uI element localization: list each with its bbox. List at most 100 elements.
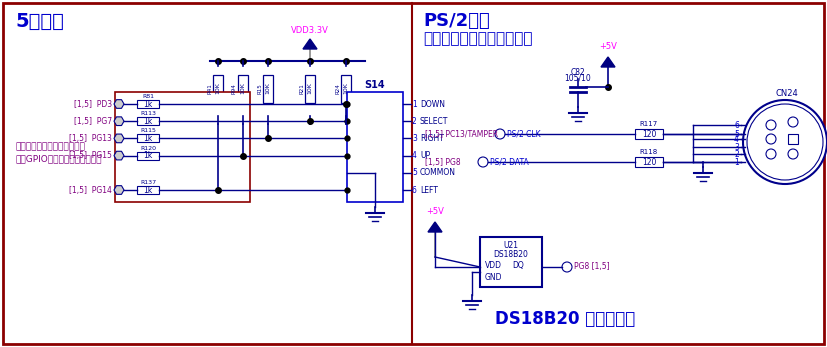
Text: R21: R21 <box>299 83 304 94</box>
Circle shape <box>766 149 776 159</box>
Circle shape <box>788 117 798 127</box>
Text: GND: GND <box>485 273 503 282</box>
Text: 6: 6 <box>734 120 739 129</box>
Bar <box>137 100 159 108</box>
Circle shape <box>478 157 488 167</box>
Text: DS18B20: DS18B20 <box>494 250 528 259</box>
Bar <box>347 92 403 202</box>
Text: 1: 1 <box>734 158 739 167</box>
Circle shape <box>747 104 823 180</box>
Text: U21: U21 <box>504 241 519 250</box>
Text: 10K: 10K <box>241 83 246 94</box>
Text: [1,5]  PG14: [1,5] PG14 <box>69 186 112 195</box>
Text: S14: S14 <box>365 80 385 90</box>
Text: [1,5]  PG15: [1,5] PG15 <box>69 151 112 160</box>
Text: R118: R118 <box>640 149 658 155</box>
Text: 1: 1 <box>412 100 417 109</box>
Text: 保护电阻也起到按键隔离作用: 保护电阻也起到按键隔离作用 <box>15 142 85 151</box>
Text: COMMON: COMMON <box>420 168 456 177</box>
Text: 3: 3 <box>412 134 417 143</box>
Text: [1,5]  PG7: [1,5] PG7 <box>74 117 112 126</box>
Text: VDD: VDD <box>485 261 502 270</box>
Text: PS/2 DATA: PS/2 DATA <box>490 158 528 167</box>
Text: 10K: 10K <box>265 83 270 94</box>
Bar <box>137 134 159 142</box>
Text: 4: 4 <box>734 135 739 144</box>
Text: R81: R81 <box>142 94 154 99</box>
Text: 10K: 10K <box>216 83 221 94</box>
Text: 可连接键盘，鼠标，扫描枪: 可连接键盘，鼠标，扫描枪 <box>423 31 533 46</box>
Circle shape <box>562 262 572 272</box>
Text: PG8 [1,5]: PG8 [1,5] <box>574 262 609 271</box>
Text: R15: R15 <box>257 83 262 94</box>
Text: CN24: CN24 <box>775 89 798 98</box>
Text: R41: R41 <box>207 83 212 94</box>
Text: UP: UP <box>420 151 430 160</box>
Circle shape <box>766 120 776 130</box>
Text: C82: C82 <box>571 68 586 77</box>
Bar <box>635 157 663 167</box>
Bar <box>263 75 273 102</box>
Polygon shape <box>114 151 124 160</box>
Text: 5: 5 <box>734 129 739 138</box>
Text: R137: R137 <box>140 180 156 185</box>
Polygon shape <box>428 222 442 232</box>
Polygon shape <box>601 57 615 67</box>
Text: DS18B20 温度传感器: DS18B20 温度传感器 <box>495 310 635 328</box>
Text: VDD3.3V: VDD3.3V <box>291 26 329 35</box>
Text: 5: 5 <box>412 168 417 177</box>
Text: R115: R115 <box>140 128 156 133</box>
Text: PS/2接口: PS/2接口 <box>423 12 490 30</box>
Polygon shape <box>114 134 124 143</box>
Text: RIGHT: RIGHT <box>420 134 444 143</box>
Bar <box>137 117 159 125</box>
Text: 10K: 10K <box>343 83 348 94</box>
Text: [1,5] PG8: [1,5] PG8 <box>425 158 461 167</box>
Circle shape <box>788 149 798 159</box>
Text: 105/10: 105/10 <box>565 73 591 82</box>
Text: 这些GPIO可以直接用于其它试验: 这些GPIO可以直接用于其它试验 <box>15 154 102 163</box>
Circle shape <box>495 129 505 139</box>
Polygon shape <box>114 186 124 194</box>
Text: [1,5]  PD3: [1,5] PD3 <box>74 100 112 109</box>
Text: R120: R120 <box>140 146 156 151</box>
Bar <box>788 134 798 144</box>
Text: 1k: 1k <box>143 134 153 143</box>
Bar <box>341 75 351 102</box>
Text: 1k: 1k <box>143 186 153 195</box>
Text: LEFT: LEFT <box>420 186 437 195</box>
Text: SELECT: SELECT <box>420 117 448 126</box>
Text: R24: R24 <box>335 83 340 94</box>
Text: 5向摇杆: 5向摇杆 <box>15 12 64 31</box>
Text: [1,5]  PG13: [1,5] PG13 <box>69 134 112 143</box>
Text: R117: R117 <box>640 121 658 127</box>
Text: DQ: DQ <box>512 261 523 270</box>
Bar <box>238 75 248 102</box>
Polygon shape <box>114 100 124 108</box>
Polygon shape <box>303 39 317 49</box>
Text: 6: 6 <box>412 186 417 195</box>
Text: 2: 2 <box>412 117 417 126</box>
Text: 120: 120 <box>642 158 656 167</box>
Circle shape <box>743 100 827 184</box>
Text: +5V: +5V <box>426 207 444 216</box>
Bar <box>480 237 542 287</box>
Text: 10K: 10K <box>308 83 313 94</box>
Bar <box>305 75 315 102</box>
Text: [1,5] PC13/TAMPER: [1,5] PC13/TAMPER <box>425 129 498 138</box>
Text: 120: 120 <box>642 129 656 138</box>
Text: DOWN: DOWN <box>420 100 445 109</box>
Text: 1k: 1k <box>143 151 153 160</box>
Bar <box>213 75 223 102</box>
Text: 1k: 1k <box>143 117 153 126</box>
Bar <box>137 186 159 194</box>
Bar <box>137 152 159 160</box>
Polygon shape <box>114 117 124 126</box>
Text: PS/2 CLK: PS/2 CLK <box>507 129 541 138</box>
Bar <box>635 129 663 139</box>
Bar <box>115 92 250 202</box>
Text: 3: 3 <box>734 143 739 152</box>
Text: 2: 2 <box>734 150 739 159</box>
Text: R94: R94 <box>232 83 237 94</box>
Circle shape <box>766 134 776 144</box>
